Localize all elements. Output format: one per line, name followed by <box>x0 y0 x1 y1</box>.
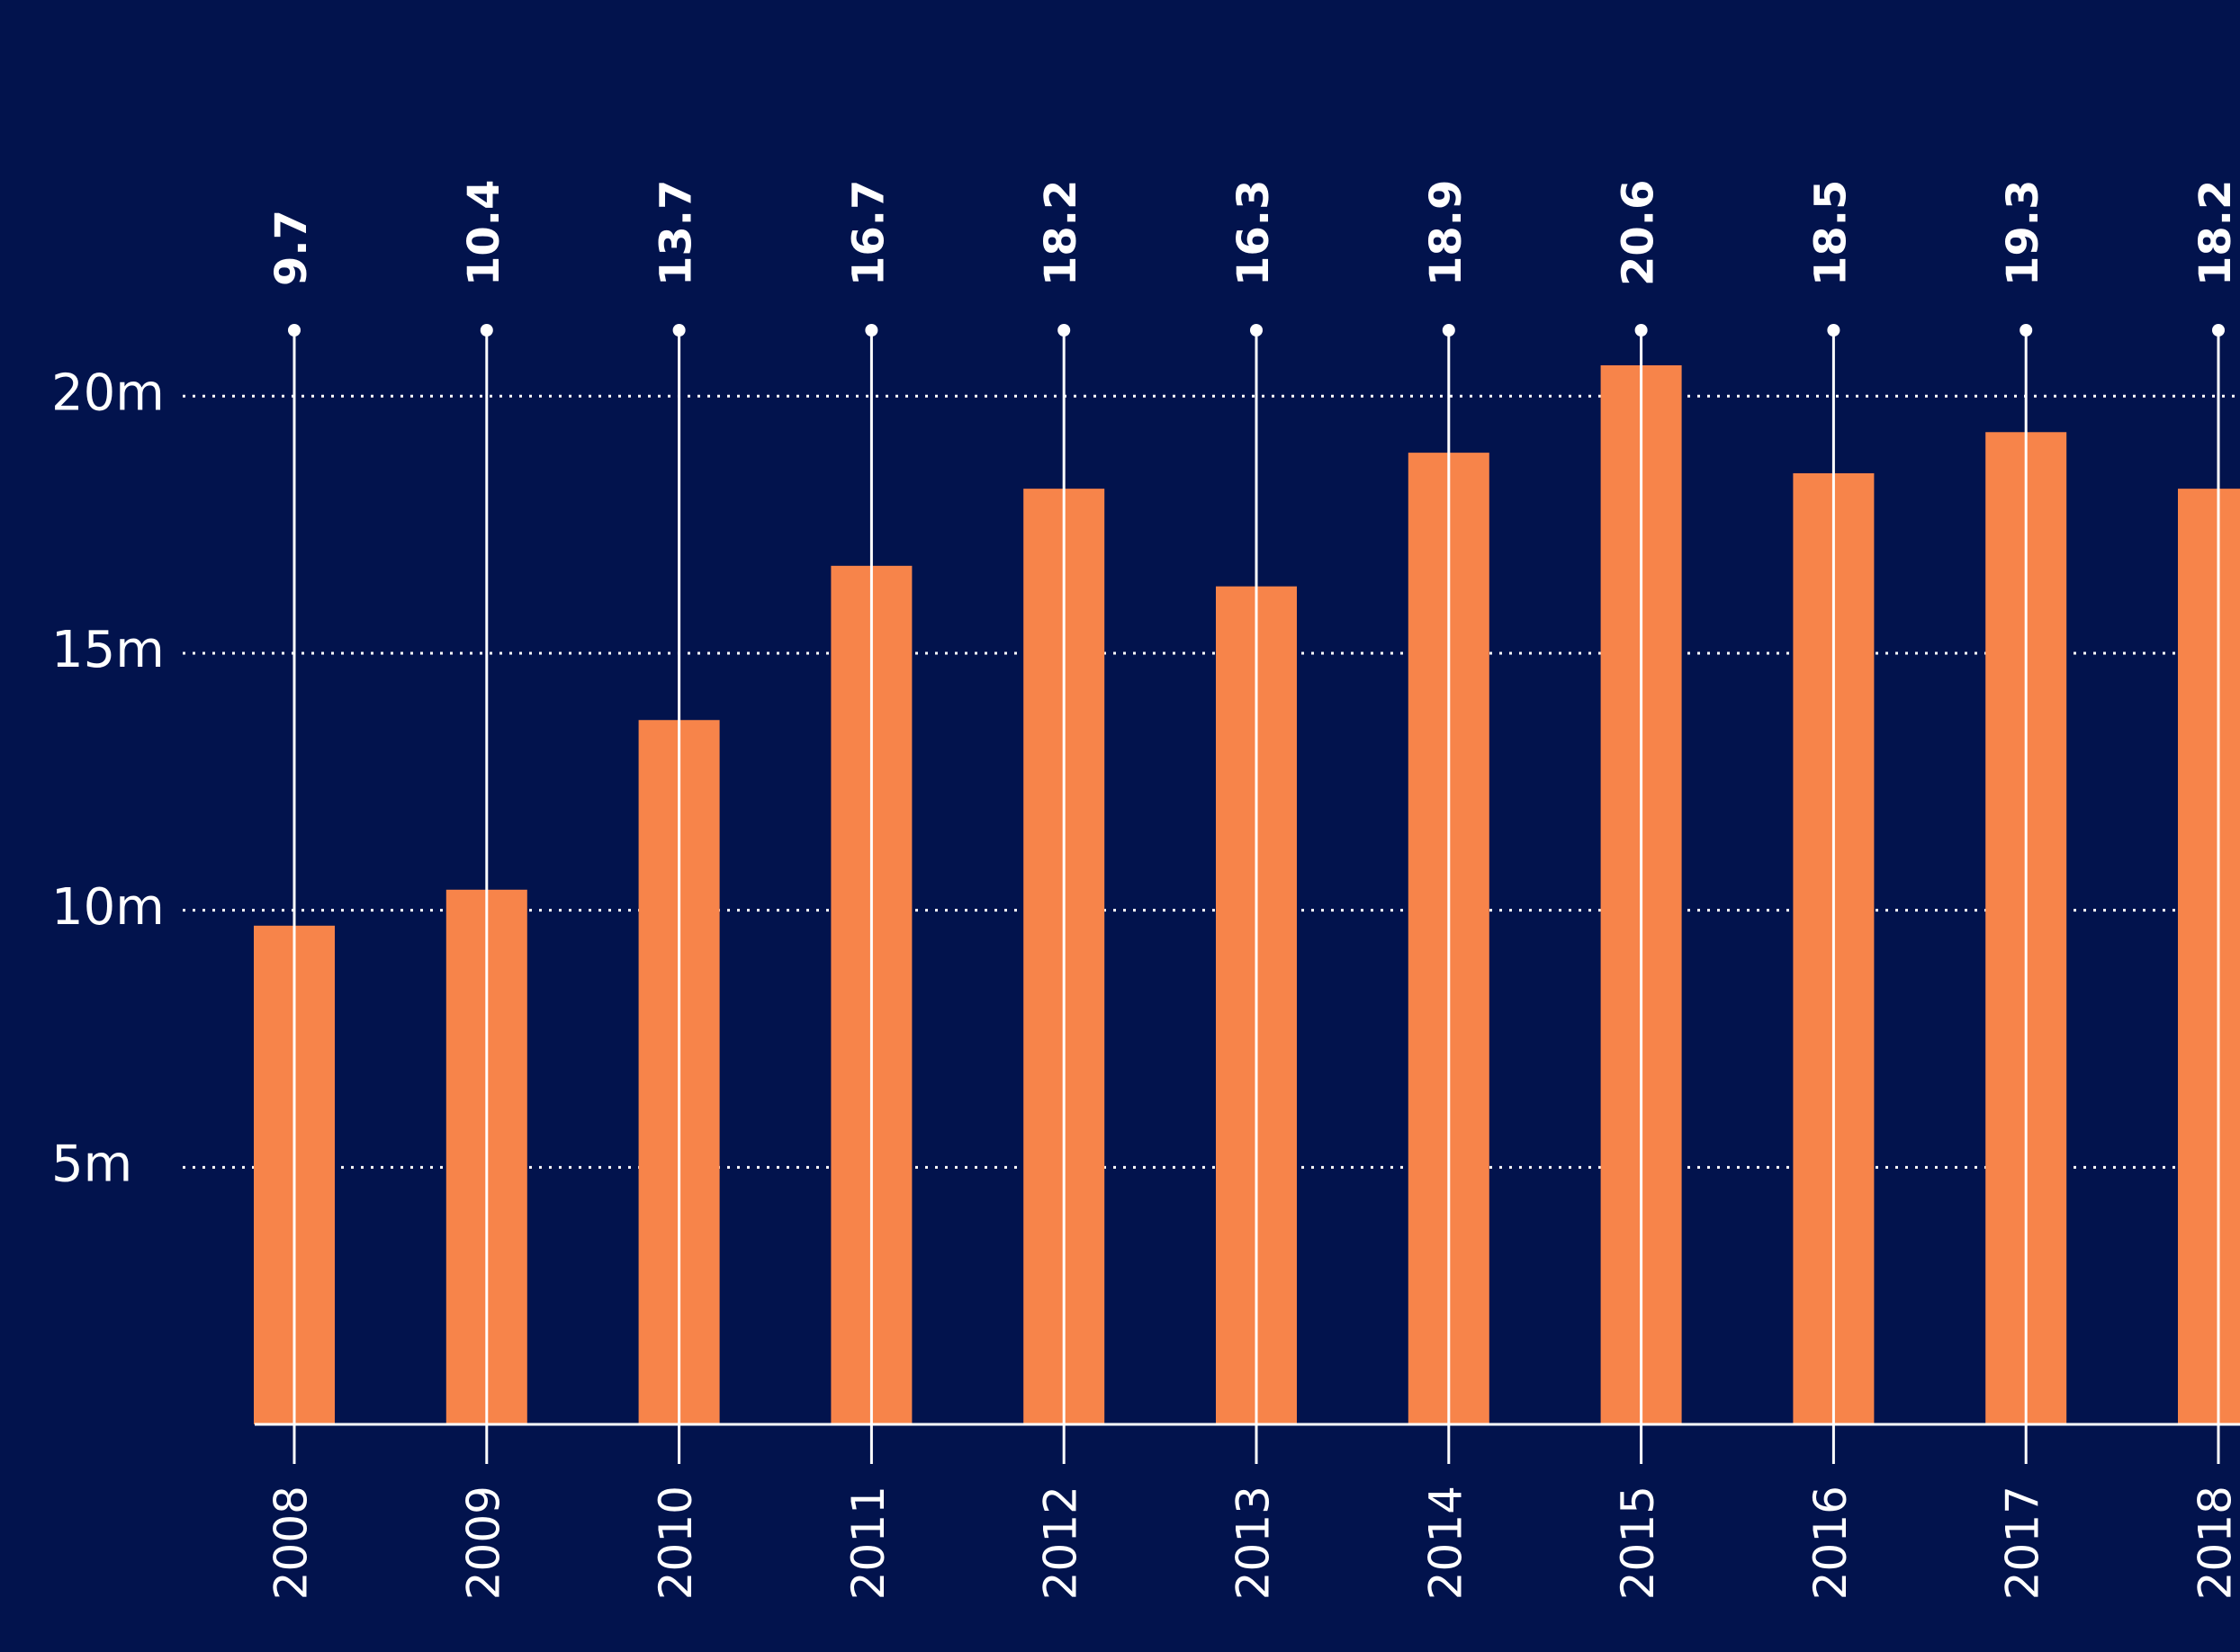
value-label: 18.9 <box>1421 180 1471 286</box>
x-tick-label: 2016 <box>1804 1486 1857 1600</box>
leader-dot <box>1442 324 1455 337</box>
leader-dot <box>865 324 878 337</box>
leader-dot <box>480 324 493 337</box>
y-tick-label: 5m <box>51 1135 132 1193</box>
leader-dot <box>2020 324 2033 337</box>
value-label: 19.3 <box>1998 180 2048 286</box>
x-tick-label: 2012 <box>1035 1486 1087 1600</box>
leader-dot <box>1057 324 1071 337</box>
x-tick-label: 2018 <box>2190 1486 2240 1600</box>
x-tick-label: 2017 <box>1997 1486 2049 1600</box>
leader-dot <box>288 324 301 337</box>
leader-dot <box>1827 324 1840 337</box>
value-label: 20.6 <box>1614 180 1664 286</box>
value-label: 16.3 <box>1228 180 1279 286</box>
value-label: 18.2 <box>2191 180 2240 286</box>
value-label: 16.7 <box>843 180 894 286</box>
x-tick-label: 2015 <box>1612 1486 1664 1600</box>
y-tick-label: 20m <box>51 364 165 422</box>
leader-dot <box>672 324 686 337</box>
value-label: 18.5 <box>1805 180 1856 286</box>
leader-dot <box>2212 324 2225 337</box>
leader-dot <box>1634 324 1648 337</box>
value-label: 9.7 <box>266 210 317 286</box>
x-tick-label: 2010 <box>650 1486 702 1600</box>
y-tick-label: 10m <box>51 878 165 937</box>
y-tick-label: 15m <box>51 621 165 679</box>
x-tick-label: 2013 <box>1228 1486 1280 1600</box>
x-tick-label: 2011 <box>842 1486 895 1600</box>
x-tick-label: 2014 <box>1419 1486 1471 1600</box>
value-label: 18.2 <box>1036 180 1086 286</box>
value-label: 10.4 <box>459 180 509 286</box>
bar <box>2178 489 2240 1424</box>
value-label: 13.7 <box>652 180 702 286</box>
x-tick-label: 2009 <box>457 1486 509 1600</box>
leader-dot <box>1250 324 1263 337</box>
x-tick-label: 2008 <box>265 1486 318 1600</box>
